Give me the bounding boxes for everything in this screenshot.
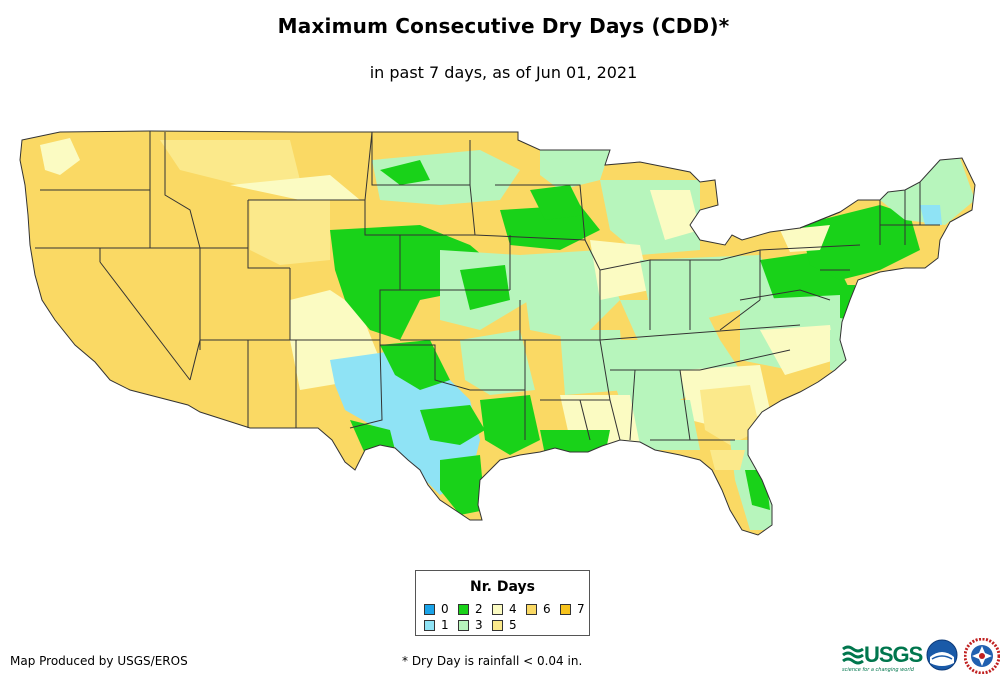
page-title: Maximum Consecutive Dry Days (CDD)* — [277, 14, 730, 38]
legend-swatch-4 — [492, 604, 503, 615]
legend-title: Nr. Days — [470, 579, 535, 595]
noaa-logo-icon — [926, 639, 958, 671]
legend-swatch-1 — [424, 620, 435, 631]
legend-label-0: 0 — [441, 602, 449, 616]
legend-swatch-2 — [458, 604, 469, 615]
legend-item-2: 2 — [458, 602, 483, 616]
legend-swatch-5 — [492, 620, 503, 631]
legend-swatch-3 — [458, 620, 469, 631]
legend-item-6: 6 — [526, 602, 551, 616]
usgs-wave-icon — [842, 645, 864, 665]
legend-label-2: 2 — [475, 602, 483, 616]
legend-item-0: 0 — [424, 602, 449, 616]
legend-label-1: 1 — [441, 618, 449, 632]
legend-swatch-7 — [560, 604, 571, 615]
legend-item-7: 7 — [560, 602, 585, 616]
legend-label-5: 5 — [509, 618, 517, 632]
legend-label-4: 4 — [509, 602, 517, 616]
usgs-logo-text: USGS — [864, 642, 923, 667]
usgs-tagline: science for a changing world — [842, 667, 914, 673]
legend-item-5: 5 — [492, 618, 517, 632]
legend-label-3: 3 — [475, 618, 483, 632]
legend-label-6: 6 — [543, 602, 551, 616]
legend-swatch-0 — [424, 604, 435, 615]
cdd-map — [19, 130, 976, 536]
map-legend: Nr. Days 0 1 2 3 4 5 6 7 — [415, 570, 590, 636]
nws-logo-icon — [964, 638, 1000, 674]
dry-day-footnote: * Dry Day is rainfall < 0.04 in. — [402, 654, 583, 668]
legend-item-1: 1 — [424, 618, 449, 632]
legend-item-3: 3 — [458, 618, 483, 632]
page-subtitle: in past 7 days, as of Jun 01, 2021 — [369, 63, 638, 82]
map-credit: Map Produced by USGS/EROS — [10, 654, 188, 668]
legend-item-4: 4 — [492, 602, 517, 616]
agency-logos: USGS science for a changing world — [842, 638, 1002, 678]
legend-swatch-6 — [526, 604, 537, 615]
legend-label-7: 7 — [577, 602, 585, 616]
